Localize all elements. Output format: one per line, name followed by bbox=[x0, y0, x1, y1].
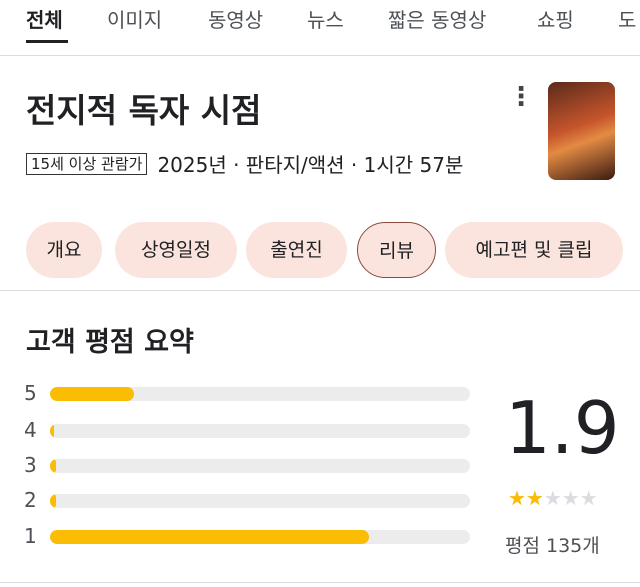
tab[interactable]: 도 bbox=[618, 8, 637, 32]
tab-button[interactable]: 출연진 bbox=[246, 222, 347, 278]
divider bbox=[0, 582, 640, 583]
tab[interactable]: 쇼핑 bbox=[537, 8, 574, 32]
tab-button[interactable]: 상영일정 bbox=[115, 222, 237, 278]
tab[interactable]: 전체 bbox=[26, 8, 63, 32]
bar-track bbox=[50, 459, 470, 473]
bar bbox=[50, 494, 57, 508]
rating-label: 5 bbox=[24, 381, 37, 405]
info-text: 2025년 · 판타지/액션 · 1시간 57분 bbox=[157, 153, 464, 177]
rating-label: 1 bbox=[24, 524, 37, 548]
bar bbox=[50, 387, 134, 401]
poster[interactable] bbox=[548, 82, 615, 180]
tab[interactable]: 동영상 bbox=[208, 8, 264, 32]
section-title: 고객 평점 요약 bbox=[26, 327, 194, 358]
tab[interactable]: 이미지 bbox=[107, 8, 163, 32]
star-fill: ★★★★★ bbox=[508, 486, 543, 510]
bar-track bbox=[50, 530, 470, 544]
tab-button[interactable]: 예고편 및 클립 bbox=[445, 222, 623, 278]
star-base: ★★★★★ bbox=[508, 486, 598, 510]
tab[interactable]: 짧은 동영상 bbox=[388, 8, 487, 32]
divider bbox=[0, 55, 640, 56]
bar bbox=[50, 459, 57, 473]
tab[interactable]: 뉴스 bbox=[307, 8, 344, 32]
title: 전지적 독자 시점 bbox=[26, 91, 262, 130]
bar-track bbox=[50, 494, 470, 508]
rating-label: 3 bbox=[24, 453, 37, 477]
info: 15세 이상 관람가 2025년 · 판타지/액션 · 1시간 57분 bbox=[26, 146, 516, 183]
stars: ★★★★★★★★★★ bbox=[508, 486, 598, 510]
tab-button[interactable]: 개요 bbox=[26, 222, 102, 278]
rating-label: 4 bbox=[24, 418, 37, 442]
divider bbox=[0, 290, 640, 291]
more-menu[interactable]: ⋮ bbox=[508, 82, 534, 112]
bar-track bbox=[50, 387, 470, 401]
tab-underline bbox=[26, 40, 68, 43]
score: 1.9 bbox=[505, 386, 620, 470]
bar-track bbox=[50, 424, 470, 438]
bar bbox=[50, 424, 55, 438]
tab-button[interactable]: 리뷰 bbox=[357, 222, 436, 278]
rating-label: 2 bbox=[24, 488, 37, 512]
age-badge: 15세 이상 관람가 bbox=[26, 153, 148, 175]
bar bbox=[50, 530, 370, 544]
rating-count: 평점 135개 bbox=[505, 535, 600, 557]
